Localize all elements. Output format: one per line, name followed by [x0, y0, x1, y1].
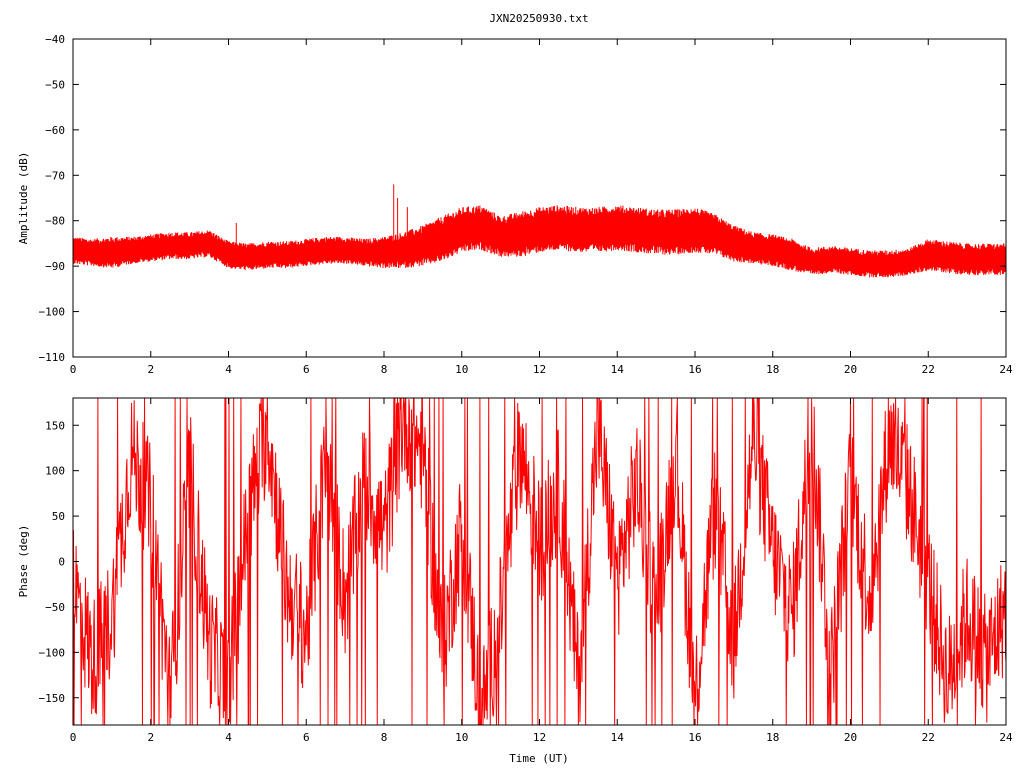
phase-axis-ticks: 0 2 4 6 8 10 12 14 16 18 20 22 24−150−100−5005010015…: [39, 398, 1013, 744]
phase-y-tick-label: 0: [58, 556, 65, 569]
amplitude-x-tick-label: 4: [225, 363, 232, 376]
phase-y-axis-label: Phase (deg): [17, 525, 30, 598]
amplitude-series-line: [72, 184, 1007, 278]
amplitude-panel: 0 2 4 6 8 10 12 14 16 18 20 22 24−110−100−90−80−70−6…: [17, 33, 1013, 376]
amplitude-x-tick-label: 0: [70, 363, 77, 376]
amplitude-trace-path: [72, 205, 1007, 278]
phase-y-tick-label: −100: [39, 646, 66, 659]
amplitude-y-tick-label: −80: [45, 215, 65, 228]
amplitude-x-tick-label: 2: [147, 363, 154, 376]
phase-y-tick-label: 150: [45, 419, 65, 432]
amplitude-x-tick-label: 20: [844, 363, 857, 376]
amplitude-x-tick-label: 24: [999, 363, 1013, 376]
phase-x-tick-label: 24: [999, 731, 1013, 744]
phase-y-tick-label: −150: [39, 692, 66, 705]
phase-x-tick-label: 0: [70, 731, 77, 744]
amplitude-axis-ticks: 0 2 4 6 8 10 12 14 16 18 20 22 24−110−100−90−80−70−6…: [39, 33, 1013, 376]
amplitude-x-tick-label: 10: [455, 363, 468, 376]
amplitude-y-tick-label: −40: [45, 33, 65, 46]
phase-x-tick-label: 22: [922, 731, 935, 744]
amplitude-x-tick-label: 18: [766, 363, 779, 376]
amplitude-x-tick-label: 22: [922, 363, 935, 376]
phase-panel: 0 2 4 6 8 10 12 14 16 18 20 22 24−150−100−5005010015…: [17, 397, 1013, 765]
phase-y-tick-label: 50: [52, 510, 65, 523]
amplitude-y-axis-label: Amplitude (dB): [17, 152, 30, 245]
phase-x-tick-label: 16: [688, 731, 701, 744]
phase-x-tick-label: 20: [844, 731, 857, 744]
amplitude-x-tick-label: 8: [381, 363, 388, 376]
chart-title: JXN20250930.txt: [489, 12, 588, 25]
amplitude-y-tick-label: −50: [45, 78, 65, 91]
phase-x-tick-label: 8: [381, 731, 388, 744]
phase-x-tick-label: 6: [303, 731, 310, 744]
amplitude-x-tick-label: 12: [533, 363, 546, 376]
amplitude-y-tick-label: −70: [45, 169, 65, 182]
phase-y-tick-label: −50: [45, 601, 65, 614]
amplitude-x-tick-label: 16: [688, 363, 701, 376]
phase-x-tick-label: 2: [147, 731, 154, 744]
phase-x-tick-label: 18: [766, 731, 779, 744]
amplitude-x-tick-label: 14: [611, 363, 625, 376]
amplitude-y-tick-label: −100: [39, 306, 66, 319]
phase-x-tick-label: 10: [455, 731, 468, 744]
amplitude-y-tick-label: −60: [45, 124, 65, 137]
phase-x-tick-label: 4: [225, 731, 232, 744]
amplitude-x-tick-label: 6: [303, 363, 310, 376]
phase-y-tick-label: 100: [45, 465, 65, 478]
amplitude-y-tick-label: −90: [45, 260, 65, 273]
time-x-axis-label: Time (UT): [509, 752, 569, 765]
amplitude-y-tick-label: −110: [39, 351, 66, 364]
phase-x-tick-label: 12: [533, 731, 546, 744]
phase-x-tick-label: 14: [611, 731, 625, 744]
